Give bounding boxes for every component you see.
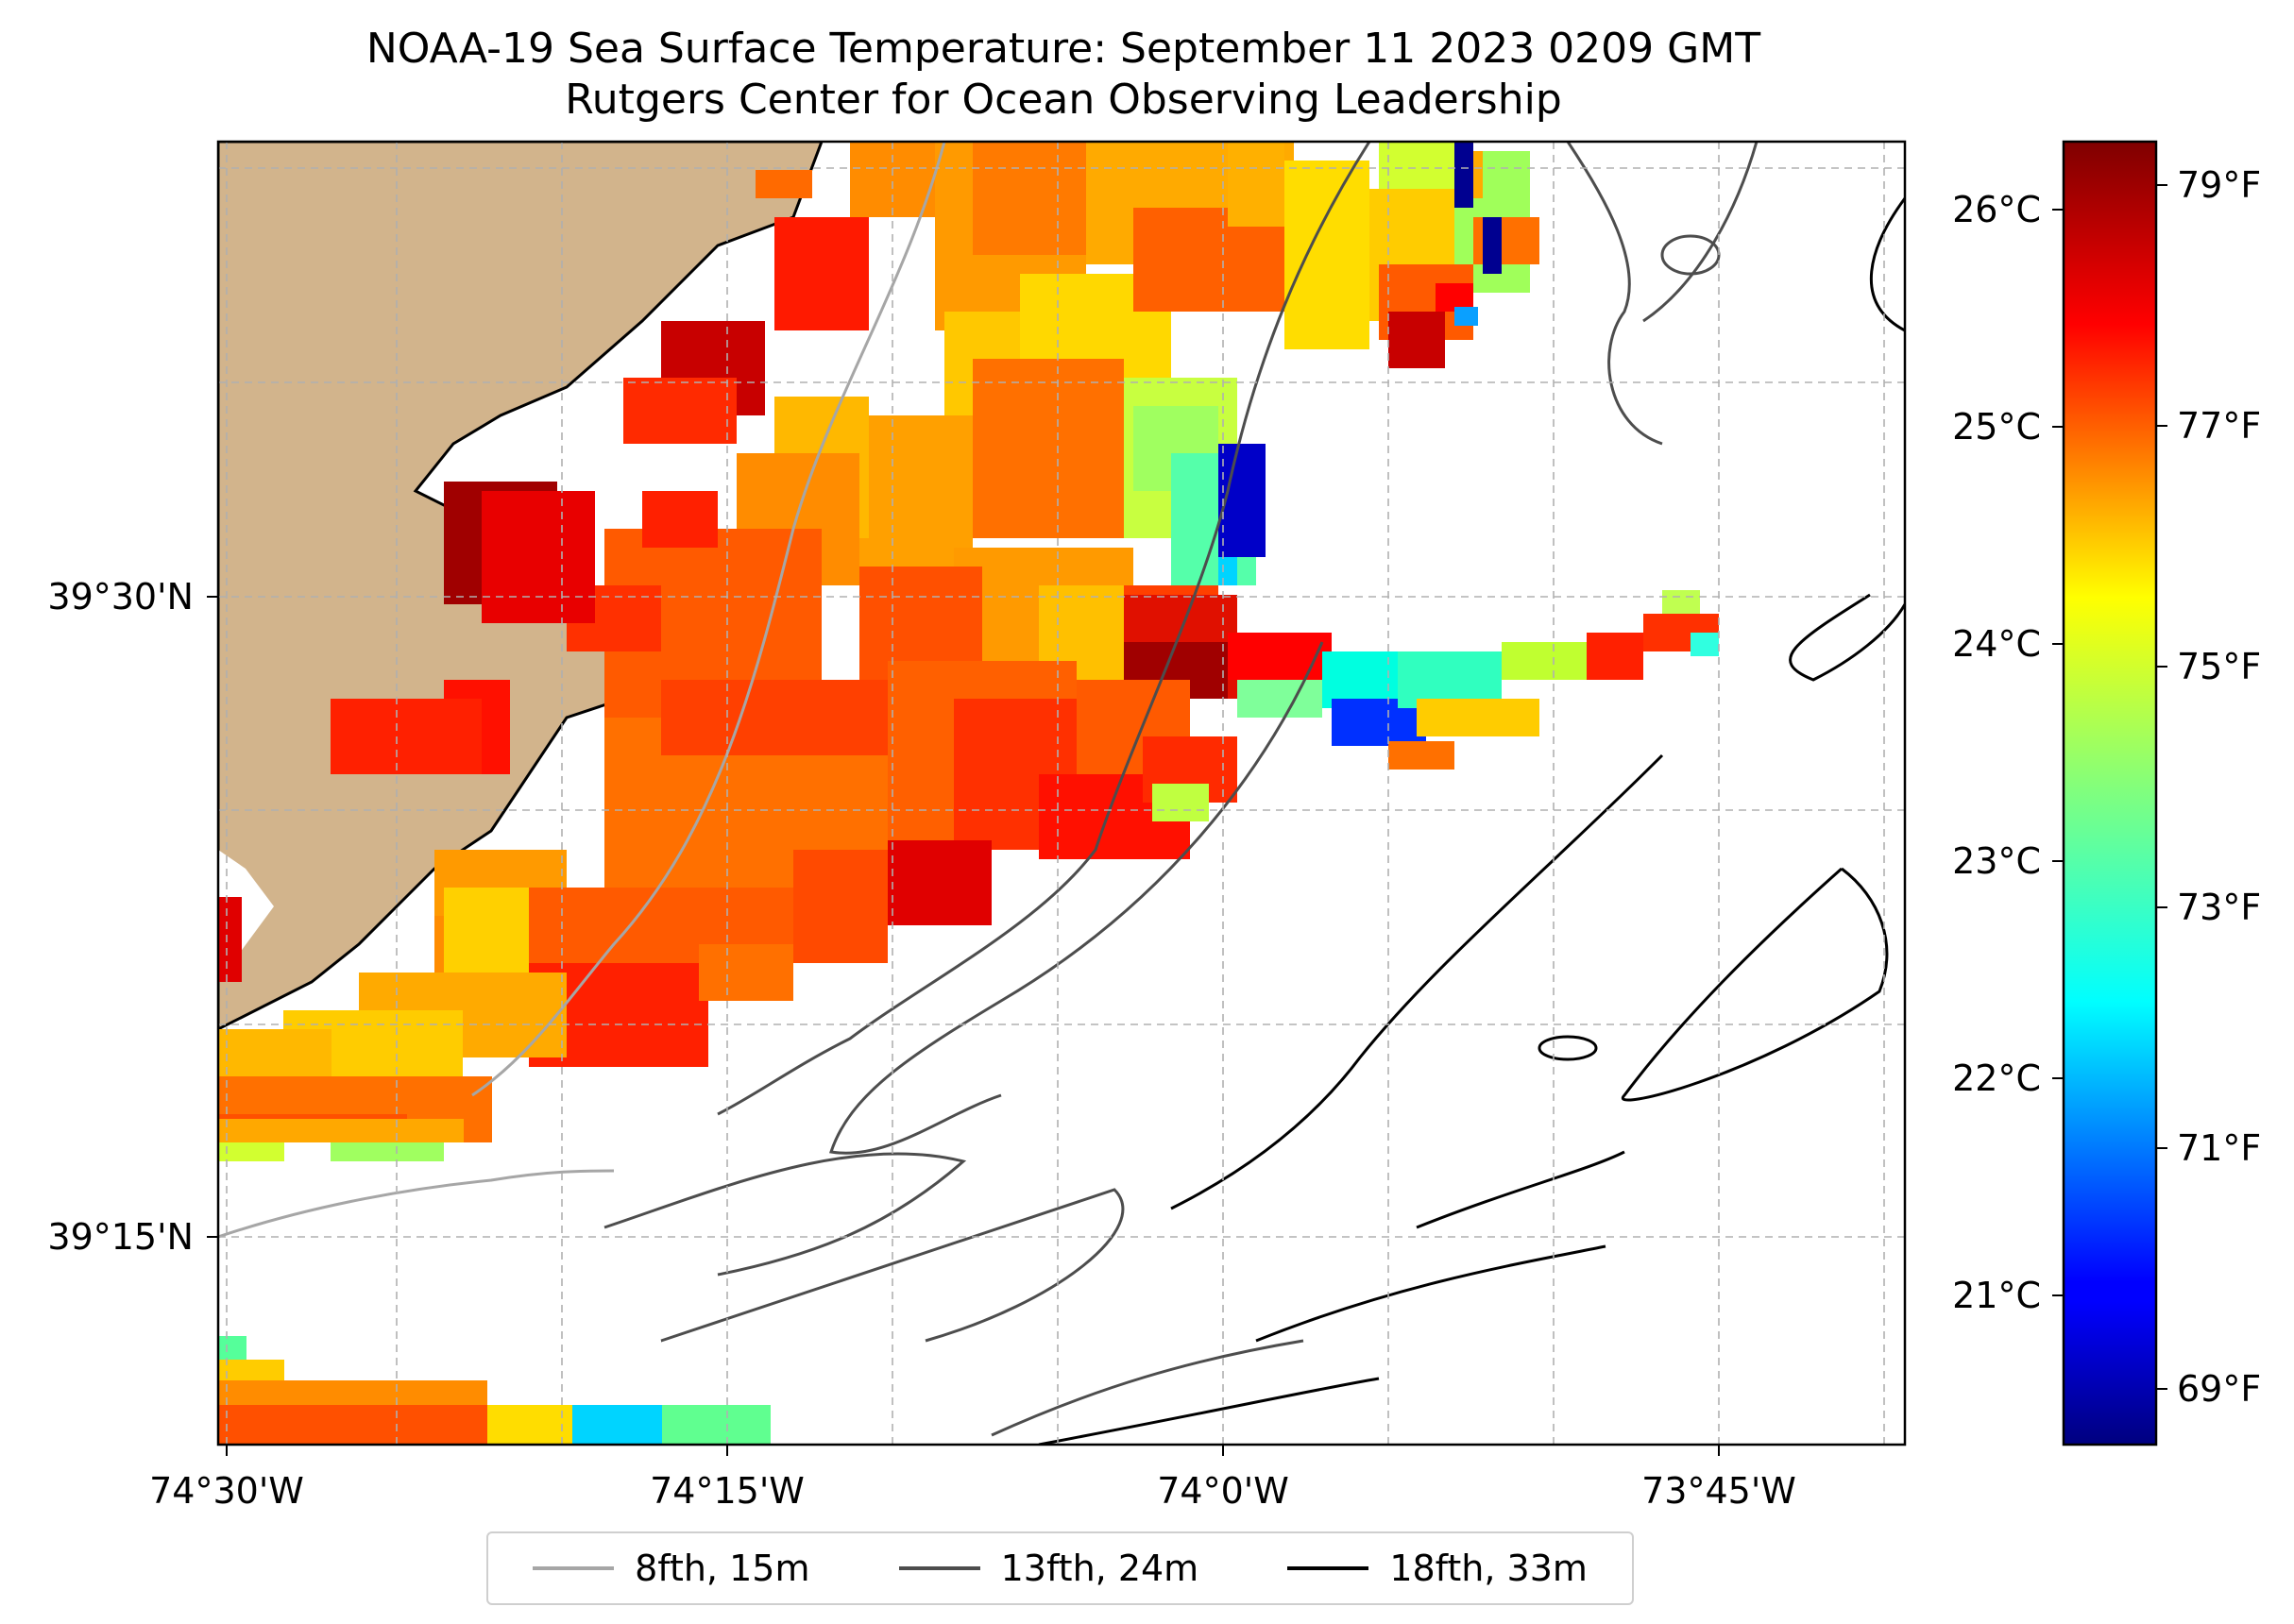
fahrenheit-tick-label: 77°F [2177,405,2261,447]
map-subtitle: Rutgers Center for Ocean Observing Leade… [565,76,1562,124]
x-tick-label: 74°0'W [1157,1470,1289,1512]
sst-grid [218,142,1719,1445]
celsius-tick-label: 22°C [1952,1057,2041,1099]
legend-label: 8fth, 15m [635,1548,810,1589]
celsius-tick-label: 21°C [1952,1275,2041,1316]
map-plot-area [218,142,1905,1445]
colorbar-gradient [2062,140,2158,1446]
legend-item-13fth: 13fth, 24m [898,1548,1199,1589]
y-tick-label: 39°30'N [47,576,194,617]
map-gridlines [218,142,1905,1445]
x-tick-label: 74°30'W [149,1470,304,1512]
legend-item-8fth: 8fth, 15m [533,1548,809,1589]
celsius-tick-label: 26°C [1952,189,2041,230]
x-tick-label: 74°15'W [650,1470,805,1512]
fahrenheit-tick-label: 75°F [2177,646,2261,687]
legend-label: 13fth, 24m [1000,1548,1199,1589]
map-title: NOAA-19 Sea Surface Temperature: Septemb… [365,25,1761,73]
y-tick-label: 39°15'N [47,1216,194,1258]
contour-legend: 8fth, 15m 13fth, 24m 18fth, 33m [486,1531,1634,1605]
fahrenheit-tick-label: 71°F [2177,1127,2261,1169]
legend-label: 18fth, 33m [1389,1548,1588,1589]
celsius-tick-label: 24°C [1952,623,2041,665]
legend-line-swatch [1287,1566,1369,1570]
x-tick-label: 73°45'W [1641,1470,1796,1512]
colorbar: 26°C 25°C 24°C 23°C 22°C 21°C 79°F 77°F … [1952,140,2261,1446]
map-frame [216,140,1907,1446]
fahrenheit-tick-label: 69°F [2177,1368,2261,1410]
fahrenheit-tick-label: 73°F [2177,887,2261,928]
celsius-tick-label: 23°C [1952,840,2041,882]
bathymetry-contours [218,142,1905,1445]
fahrenheit-tick-label: 79°F [2177,164,2261,206]
legend-line-swatch [533,1566,615,1570]
celsius-tick-label: 25°C [1952,406,2041,448]
legend-line-swatch [898,1566,980,1570]
legend-item-18fth: 18fth, 33m [1287,1548,1588,1589]
